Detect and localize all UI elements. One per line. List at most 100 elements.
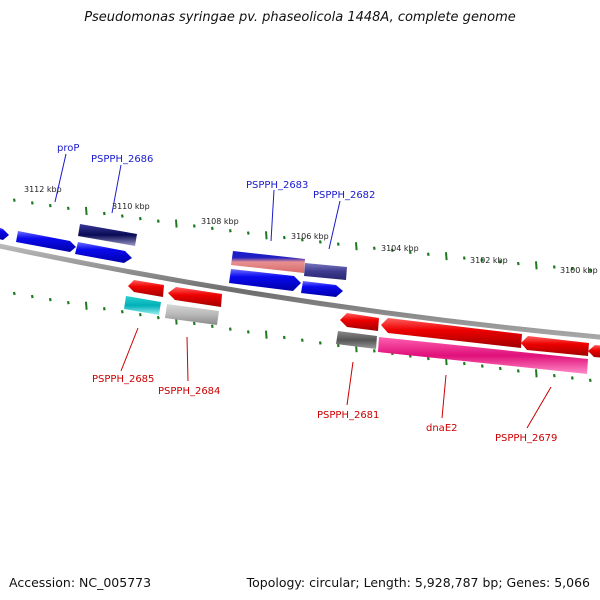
gene-label-PSPPH_2679[interactable]: PSPPH_2679 <box>495 433 557 444</box>
reverse-strand-genes <box>124 280 600 374</box>
minor-tick <box>498 366 502 371</box>
gene-arrow-PSPPH_2683[interactable] <box>231 251 305 273</box>
gene-arrow[interactable] <box>128 280 164 297</box>
leader-line <box>186 336 189 382</box>
gene-label-proP[interactable]: proP <box>57 143 79 154</box>
gene-label-dnaE2[interactable]: dnaE2 <box>426 423 458 434</box>
gene-arrow[interactable] <box>229 269 301 291</box>
gene-arrow-PSPPH_2686[interactable] <box>78 224 137 246</box>
minor-tick <box>480 258 484 262</box>
gene-arrow[interactable] <box>340 313 379 331</box>
minor-tick <box>138 216 142 221</box>
minor-tick <box>516 369 520 373</box>
minor-tick <box>552 265 556 269</box>
gene-arrow-PSPPH_2681[interactable] <box>336 331 377 349</box>
minor-tick <box>390 248 394 253</box>
scale-label: 3102 kbp <box>470 256 508 265</box>
major-tick <box>535 369 538 378</box>
minor-tick <box>408 250 412 255</box>
leader-line <box>346 361 354 406</box>
gene-arrow[interactable] <box>168 287 222 307</box>
scale-label: 3110 kbp <box>112 202 150 211</box>
minor-tick <box>588 378 592 383</box>
minor-tick <box>30 294 34 299</box>
genome-backbone <box>0 243 600 340</box>
minor-tick <box>426 252 430 256</box>
minor-tick <box>102 211 106 216</box>
minor-tick <box>516 261 520 266</box>
leader-line <box>111 164 122 214</box>
minor-tick <box>498 260 502 264</box>
minor-tick <box>120 310 124 314</box>
minor-tick <box>588 268 592 273</box>
leader-line <box>441 374 447 419</box>
major-tick <box>85 301 88 310</box>
gene-arrow[interactable] <box>381 318 522 348</box>
leader-line <box>120 327 139 372</box>
major-tick <box>265 330 268 339</box>
gene-arrow[interactable] <box>75 242 132 263</box>
minor-tick <box>372 349 376 353</box>
gene-arrow[interactable] <box>588 345 600 358</box>
genome-summary-text: Topology: circular; Length: 5,928,787 bp… <box>246 575 590 590</box>
gene-arrow-PSPPH_2684[interactable] <box>165 304 219 325</box>
gene-label-PSPPH_2681[interactable]: PSPPH_2681 <box>317 410 379 421</box>
minor-tick <box>210 226 214 231</box>
minor-tick <box>228 327 232 331</box>
map-title: Pseudomonas syringae pv. phaseolicola 14… <box>84 10 516 25</box>
leader-line <box>54 153 67 203</box>
gene-label-PSPPH_2685[interactable]: PSPPH_2685 <box>92 374 154 385</box>
forward-strand-genes <box>0 224 347 297</box>
minor-tick <box>48 297 52 302</box>
scale-ticks-inner <box>12 291 592 383</box>
gene-labels: proP PSPPH_2686 PSPPH_2683 PSPPH_2682 PS… <box>57 143 557 444</box>
leader-line <box>328 200 341 250</box>
scale-label: 3100 kbp <box>560 266 598 275</box>
gene-label-PSPPH_2683[interactable]: PSPPH_2683 <box>246 180 308 191</box>
gene-arrow-PSPPH_2682[interactable] <box>304 263 347 280</box>
minor-tick <box>246 231 250 235</box>
minor-tick <box>318 240 322 244</box>
minor-tick <box>66 300 70 305</box>
minor-tick <box>570 266 574 271</box>
gene-arrow-dnaE2[interactable] <box>378 337 588 374</box>
scale-label: 3108 kbp <box>201 217 239 226</box>
minor-tick <box>210 324 214 329</box>
scale-label: 3112 kbp <box>24 185 62 194</box>
minor-tick <box>300 338 304 342</box>
major-tick <box>175 219 178 228</box>
minor-tick <box>30 201 34 205</box>
minor-tick <box>228 229 232 233</box>
minor-tick <box>120 214 124 218</box>
gene-label-PSPPH_2682[interactable]: PSPPH_2682 <box>313 190 375 201</box>
gene-arrow[interactable] <box>301 281 343 297</box>
minor-tick <box>102 307 106 311</box>
minor-tick <box>336 242 340 246</box>
gene-arrow[interactable] <box>0 226 9 240</box>
minor-tick <box>282 335 286 340</box>
minor-tick <box>318 341 322 345</box>
gene-arrow-PSPPH_2685[interactable] <box>124 296 161 315</box>
minor-tick <box>462 256 466 260</box>
minor-tick <box>570 376 574 380</box>
gene-arrow[interactable] <box>16 231 76 252</box>
minor-tick <box>156 315 160 320</box>
major-tick <box>355 242 358 251</box>
minor-tick <box>12 198 16 202</box>
minor-tick <box>156 219 160 223</box>
minor-tick <box>282 235 286 240</box>
minor-tick <box>372 246 376 250</box>
minor-tick <box>426 356 430 361</box>
minor-tick <box>12 291 16 296</box>
gene-arrow[interactable] <box>521 336 589 356</box>
minor-tick <box>66 206 70 211</box>
gene-label-PSPPH_2686[interactable]: PSPPH_2686 <box>91 154 153 165</box>
leader-line <box>270 189 275 242</box>
scale-labels: 3112 kbp 3110 kbp 3108 kbp 3106 kbp 3104… <box>24 185 598 275</box>
minor-tick <box>192 321 196 326</box>
gene-label-PSPPH_2684[interactable]: PSPPH_2684 <box>158 386 220 397</box>
minor-tick <box>462 361 466 366</box>
leader-line <box>526 386 552 429</box>
scale-ticks-outer <box>12 198 592 273</box>
